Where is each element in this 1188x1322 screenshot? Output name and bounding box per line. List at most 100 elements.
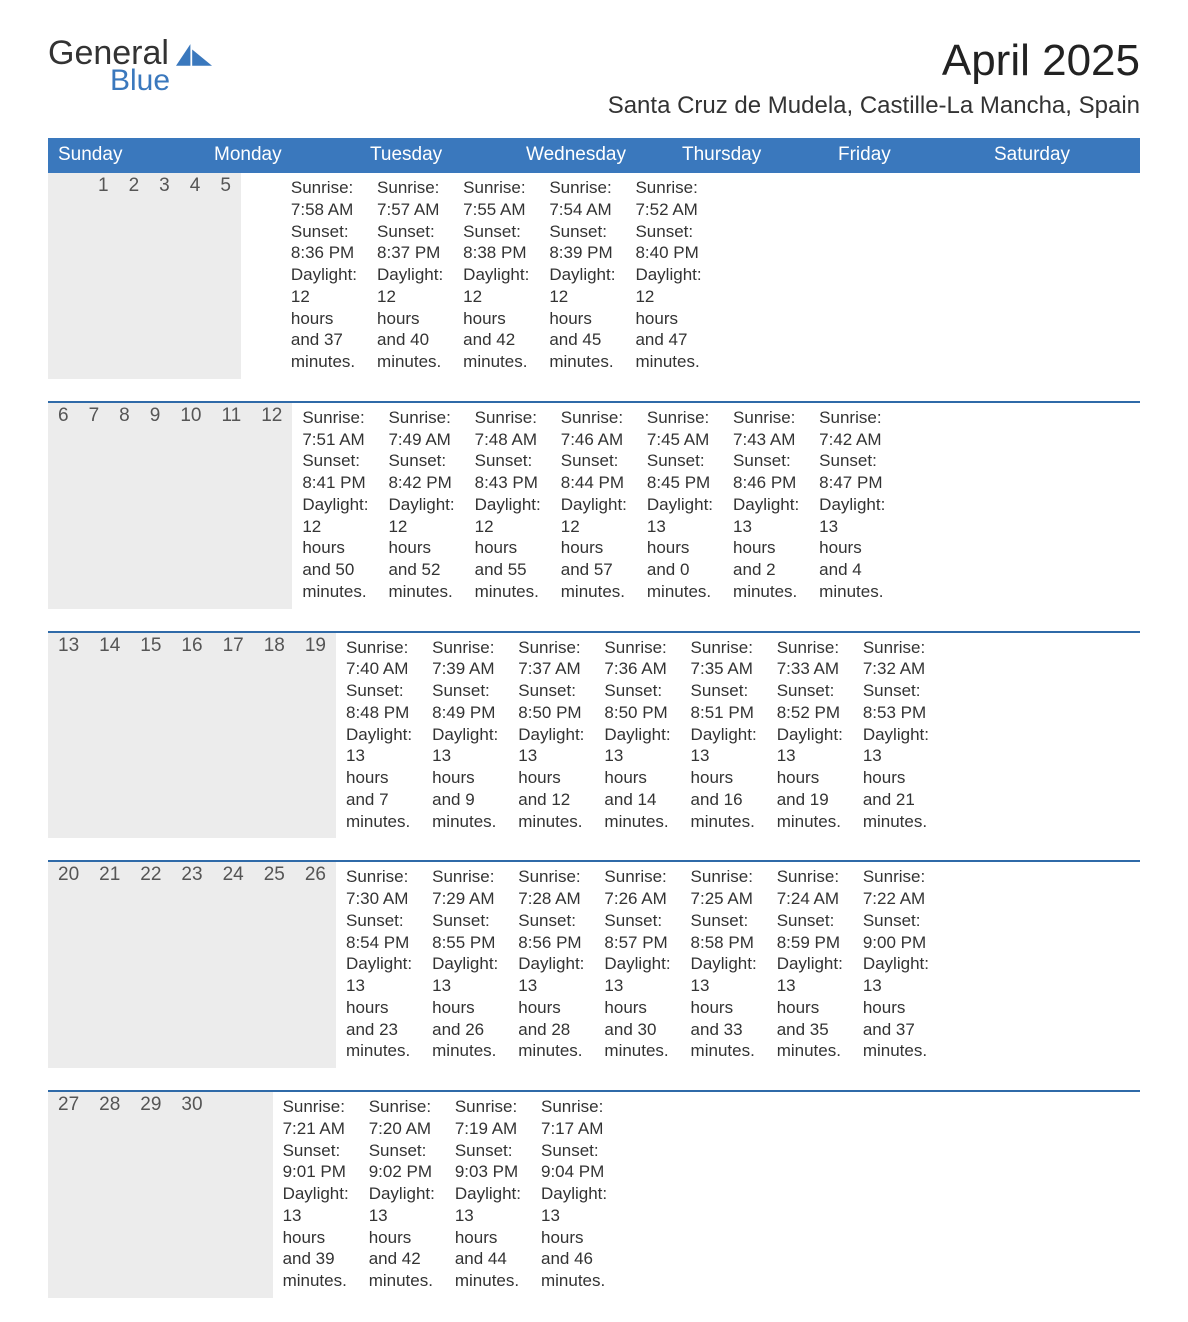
sunset-line: Sunset: 8:47 PM [819,450,885,494]
title-block: April 2025 Santa Cruz de Mudela, Castill… [608,36,1140,120]
sunrise-line: Sunrise: 7:37 AM [518,637,584,681]
daylight-line-1: Daylight: 13 hours [863,953,929,1018]
header: General Blue April 2025 Santa Cruz de Mu… [48,36,1140,120]
day-number: 19 [295,633,336,839]
day-number: 20 [48,862,89,1068]
daylight-line-1: Daylight: 12 hours [475,494,541,559]
day-body-row: Sunrise: 7:30 AMSunset: 8:54 PMDaylight:… [336,862,939,1068]
sunset-line: Sunset: 8:58 PM [691,910,757,954]
day-cell: Sunrise: 7:37 AMSunset: 8:50 PMDaylight:… [508,633,594,839]
sunset-line: Sunset: 8:44 PM [561,450,627,494]
day-number: 22 [130,862,171,1068]
sunrise-line: Sunrise: 7:19 AM [455,1096,521,1140]
sunrise-line: Sunrise: 7:52 AM [635,177,701,221]
daylight-line-1: Daylight: 13 hours [647,494,713,559]
daylight-line-2: and 37 minutes. [863,1019,929,1063]
day-number: 28 [89,1092,130,1298]
day-cell: Sunrise: 7:57 AMSunset: 8:37 PMDaylight:… [367,173,453,379]
day-cell: Sunrise: 7:48 AMSunset: 8:43 PMDaylight:… [465,403,551,609]
day-cell: Sunrise: 7:49 AMSunset: 8:42 PMDaylight:… [378,403,464,609]
day-number [48,173,68,379]
daylight-line-2: and 46 minutes. [541,1248,607,1292]
day-cell: Sunrise: 7:54 AMSunset: 8:39 PMDaylight:… [539,173,625,379]
day-body-row: Sunrise: 7:58 AMSunset: 8:36 PMDaylight:… [241,173,712,379]
sunrise-line: Sunrise: 7:45 AM [647,407,713,451]
sunrise-line: Sunrise: 7:33 AM [777,637,843,681]
daynum-row: 13141516171819 [48,633,336,839]
daylight-line-1: Daylight: 13 hours [369,1183,435,1248]
sunset-line: Sunset: 8:41 PM [302,450,368,494]
day-cell: Sunrise: 7:46 AMSunset: 8:44 PMDaylight:… [551,403,637,609]
day-number: 16 [171,633,212,839]
day-body-row: Sunrise: 7:21 AMSunset: 9:01 PMDaylight:… [273,1092,678,1298]
day-number: 9 [140,403,171,609]
day-number: 7 [79,403,110,609]
day-number: 5 [210,173,241,379]
sunset-line: Sunset: 8:59 PM [777,910,843,954]
day-body-row: Sunrise: 7:51 AMSunset: 8:41 PMDaylight:… [292,403,895,609]
day-cell: Sunrise: 7:40 AMSunset: 8:48 PMDaylight:… [336,633,422,839]
daylight-line-2: and 55 minutes. [475,559,541,603]
day-cell [617,1092,637,1298]
sunset-line: Sunset: 9:01 PM [283,1140,349,1184]
sunrise-line: Sunrise: 7:36 AM [604,637,670,681]
daylight-line-1: Daylight: 13 hours [541,1183,607,1248]
sunset-line: Sunset: 9:00 PM [863,910,929,954]
daylight-line-2: and 57 minutes. [561,559,627,603]
dayname-header: Saturday [984,138,1140,173]
day-cell: Sunrise: 7:32 AMSunset: 8:53 PMDaylight:… [853,633,939,839]
daynum-row: 12345 [48,173,241,379]
week-row: 12345Sunrise: 7:58 AMSunset: 8:36 PMDayl… [48,173,1140,379]
day-cell: Sunrise: 7:19 AMSunset: 9:03 PMDaylight:… [445,1092,531,1298]
daylight-line-2: and 9 minutes. [432,789,498,833]
sunrise-line: Sunrise: 7:29 AM [432,866,498,910]
day-cell: Sunrise: 7:52 AMSunset: 8:40 PMDaylight:… [625,173,711,379]
daylight-line-2: and 50 minutes. [302,559,368,603]
sunset-line: Sunset: 8:37 PM [377,221,443,265]
day-number: 27 [48,1092,89,1298]
logo-word2: Blue [110,66,212,96]
day-cell: Sunrise: 7:26 AMSunset: 8:57 PMDaylight:… [594,862,680,1068]
day-number: 11 [211,403,251,609]
day-cell: Sunrise: 7:17 AMSunset: 9:04 PMDaylight:… [531,1092,617,1298]
day-cell: Sunrise: 7:25 AMSunset: 8:58 PMDaylight:… [681,862,767,1068]
day-number [213,1092,233,1298]
daynum-row: 27282930 [48,1092,273,1298]
day-number: 6 [48,403,79,609]
sunset-line: Sunset: 8:50 PM [518,680,584,724]
day-number [68,173,88,379]
daylight-line-1: Daylight: 12 hours [635,264,701,329]
day-cell: Sunrise: 7:42 AMSunset: 8:47 PMDaylight:… [809,403,895,609]
day-cell: Sunrise: 7:33 AMSunset: 8:52 PMDaylight:… [767,633,853,839]
daylight-line-1: Daylight: 12 hours [561,494,627,559]
daylight-line-2: and 42 minutes. [369,1248,435,1292]
sunset-line: Sunset: 8:51 PM [691,680,757,724]
sunrise-line: Sunrise: 7:40 AM [346,637,412,681]
daynum-row: 6789101112 [48,403,292,609]
day-number: 13 [48,633,89,839]
daylight-line-1: Daylight: 12 hours [377,264,443,329]
daylight-line-2: and 0 minutes. [647,559,713,603]
logo-text: General Blue [48,36,212,96]
day-cell: Sunrise: 7:36 AMSunset: 8:50 PMDaylight:… [594,633,680,839]
day-number [233,1092,253,1298]
daylight-line-2: and 35 minutes. [777,1019,843,1063]
day-cell: Sunrise: 7:29 AMSunset: 8:55 PMDaylight:… [422,862,508,1068]
sunset-line: Sunset: 8:48 PM [346,680,412,724]
sunset-line: Sunset: 9:04 PM [541,1140,607,1184]
daylight-line-2: and 16 minutes. [691,789,757,833]
daylight-line-1: Daylight: 13 hours [283,1183,349,1248]
day-cell [657,1092,677,1298]
dayname-header-row: SundayMondayTuesdayWednesdayThursdayFrid… [48,138,1140,173]
day-number: 24 [213,862,254,1068]
day-cell [637,1092,657,1298]
sunrise-line: Sunrise: 7:43 AM [733,407,799,451]
sunset-line: Sunset: 8:49 PM [432,680,498,724]
daylight-line-1: Daylight: 13 hours [518,953,584,1018]
sunrise-line: Sunrise: 7:28 AM [518,866,584,910]
sunset-line: Sunset: 8:56 PM [518,910,584,954]
day-number: 25 [254,862,295,1068]
day-cell: Sunrise: 7:51 AMSunset: 8:41 PMDaylight:… [292,403,378,609]
daylight-line-1: Daylight: 13 hours [518,724,584,789]
daylight-line-2: and 4 minutes. [819,559,885,603]
